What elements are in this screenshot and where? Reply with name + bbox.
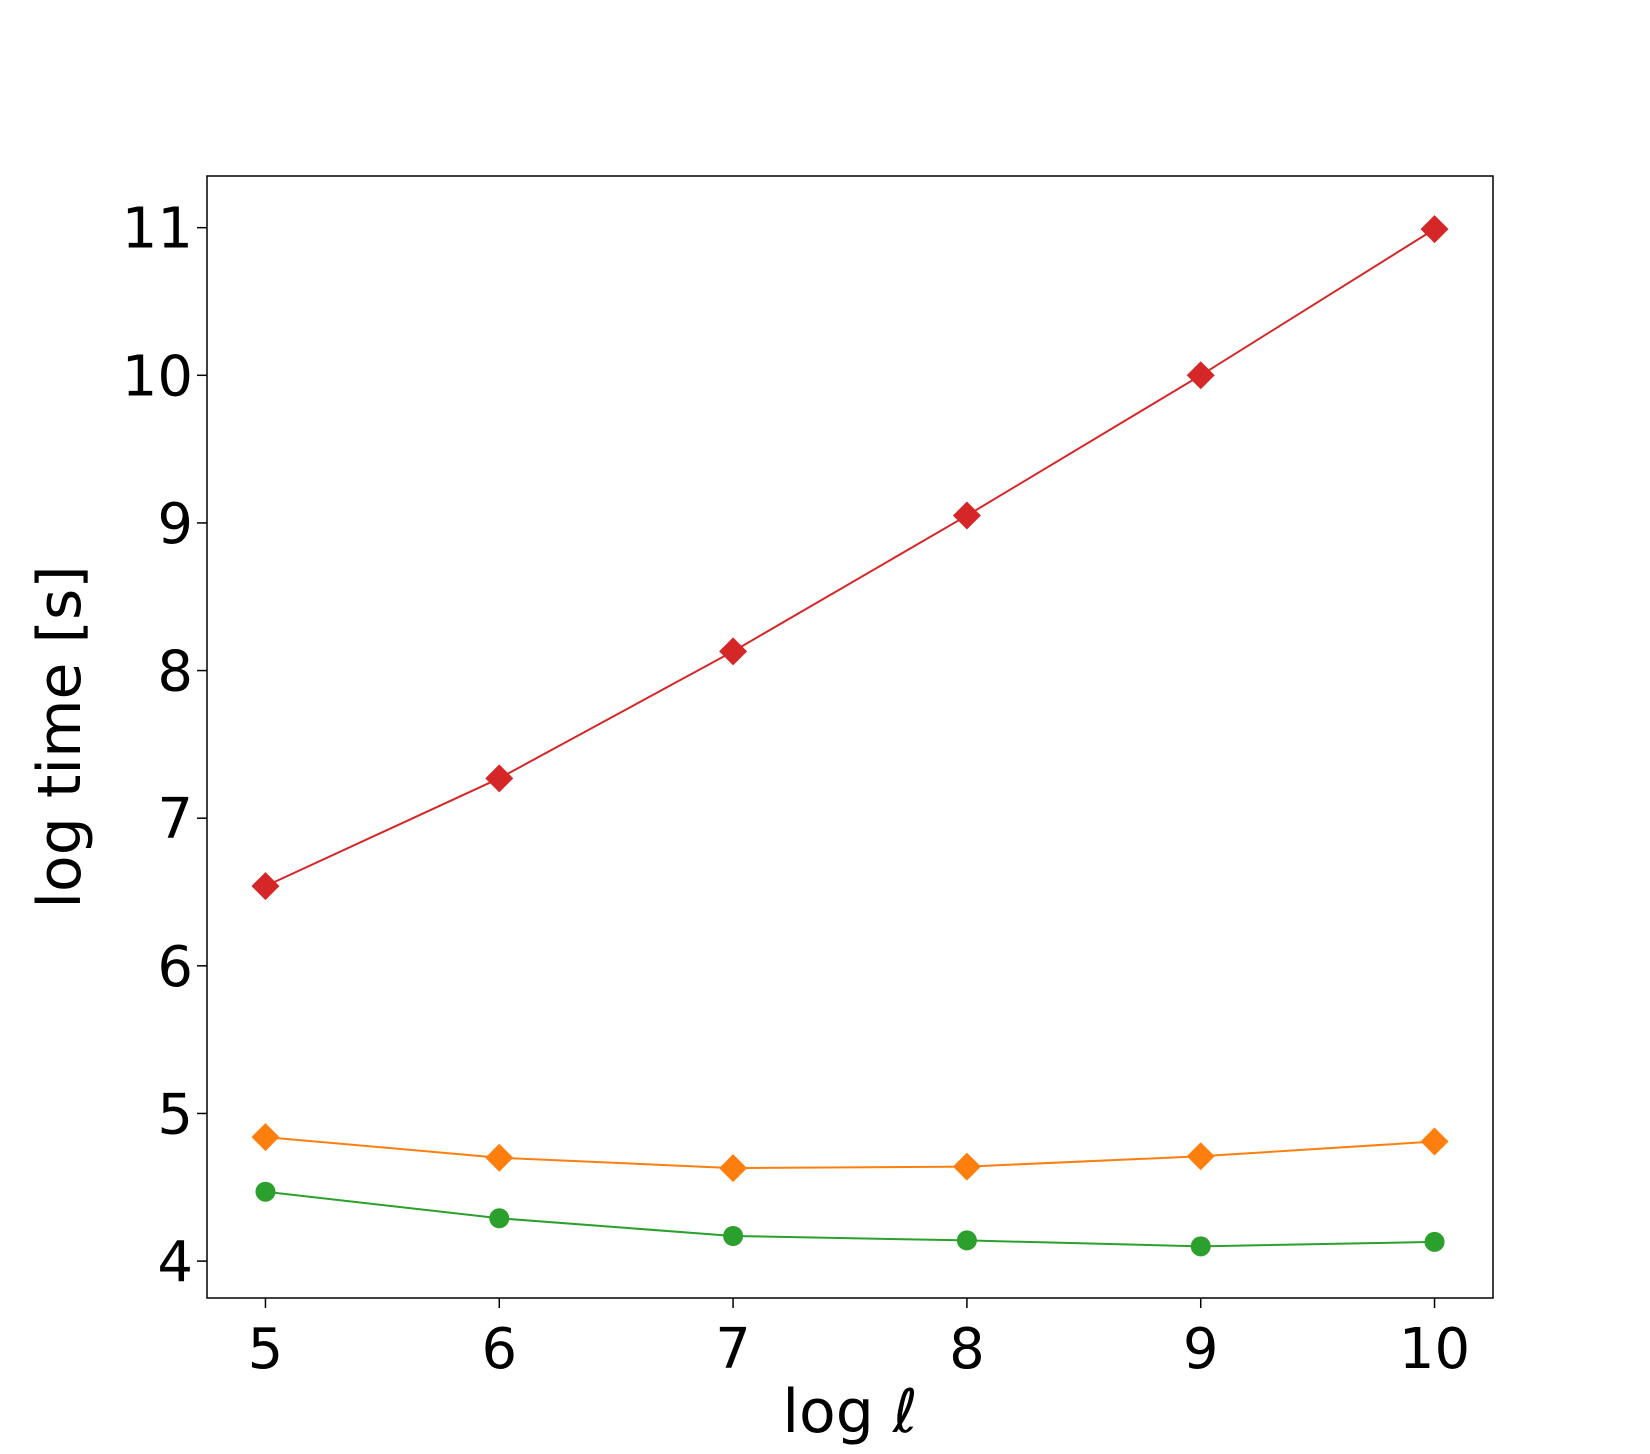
y-tick-label: 11 — [122, 197, 193, 262]
y-tick-label: 6 — [157, 935, 193, 1000]
data-point-circle — [1190, 1236, 1211, 1257]
data-point-diamond — [485, 764, 514, 793]
data-point-circle — [1424, 1231, 1445, 1252]
y-tick-label: 10 — [122, 344, 193, 409]
data-point-diamond — [485, 1143, 514, 1172]
x-tick-label: 7 — [715, 1317, 751, 1382]
x-tick-label: 10 — [1399, 1317, 1470, 1382]
x-tick-label: 8 — [949, 1317, 985, 1382]
plot-area-frame — [206, 175, 1494, 1299]
data-point-diamond — [952, 1152, 981, 1181]
data-point-circle — [489, 1208, 510, 1229]
y-tick-label: 8 — [157, 640, 193, 705]
x-tick-label: 9 — [1183, 1317, 1219, 1382]
y-tick-label: 4 — [157, 1230, 193, 1295]
data-point-diamond — [251, 872, 280, 901]
series-2 — [255, 1181, 1445, 1257]
series-0 — [251, 215, 1449, 901]
data-point-diamond — [1420, 215, 1449, 244]
data-point-diamond — [952, 501, 981, 530]
data-point-diamond — [251, 1123, 280, 1152]
data-point-diamond — [719, 1154, 748, 1183]
y-tick-label: 9 — [157, 492, 193, 557]
x-axis-ticks: 5 6 7 8 9 10 — [248, 1298, 1470, 1382]
y-tick-label: 5 — [157, 1082, 193, 1147]
series-1 — [251, 1123, 1449, 1183]
series-line — [265, 1136, 1435, 1170]
x-tick-label: 5 — [248, 1317, 284, 1382]
series-line — [265, 1190, 1435, 1248]
data-point-diamond — [719, 637, 748, 666]
x-tick-label: 6 — [481, 1317, 517, 1382]
series-line — [265, 228, 1436, 888]
x-axis-label: log ℓ — [782, 1377, 917, 1447]
series-layer — [251, 215, 1449, 1257]
y-axis-label: log time [s] — [25, 565, 95, 908]
data-point-diamond — [1186, 361, 1215, 390]
y-axis-ticks: 4 5 6 7 8 9 10 11 — [122, 197, 207, 1295]
data-point-circle — [956, 1230, 977, 1251]
data-point-diamond — [1186, 1142, 1215, 1171]
data-point-circle — [723, 1225, 744, 1246]
y-tick-label: 7 — [157, 787, 193, 852]
data-point-diamond — [1420, 1127, 1449, 1156]
data-point-circle — [255, 1181, 276, 1202]
